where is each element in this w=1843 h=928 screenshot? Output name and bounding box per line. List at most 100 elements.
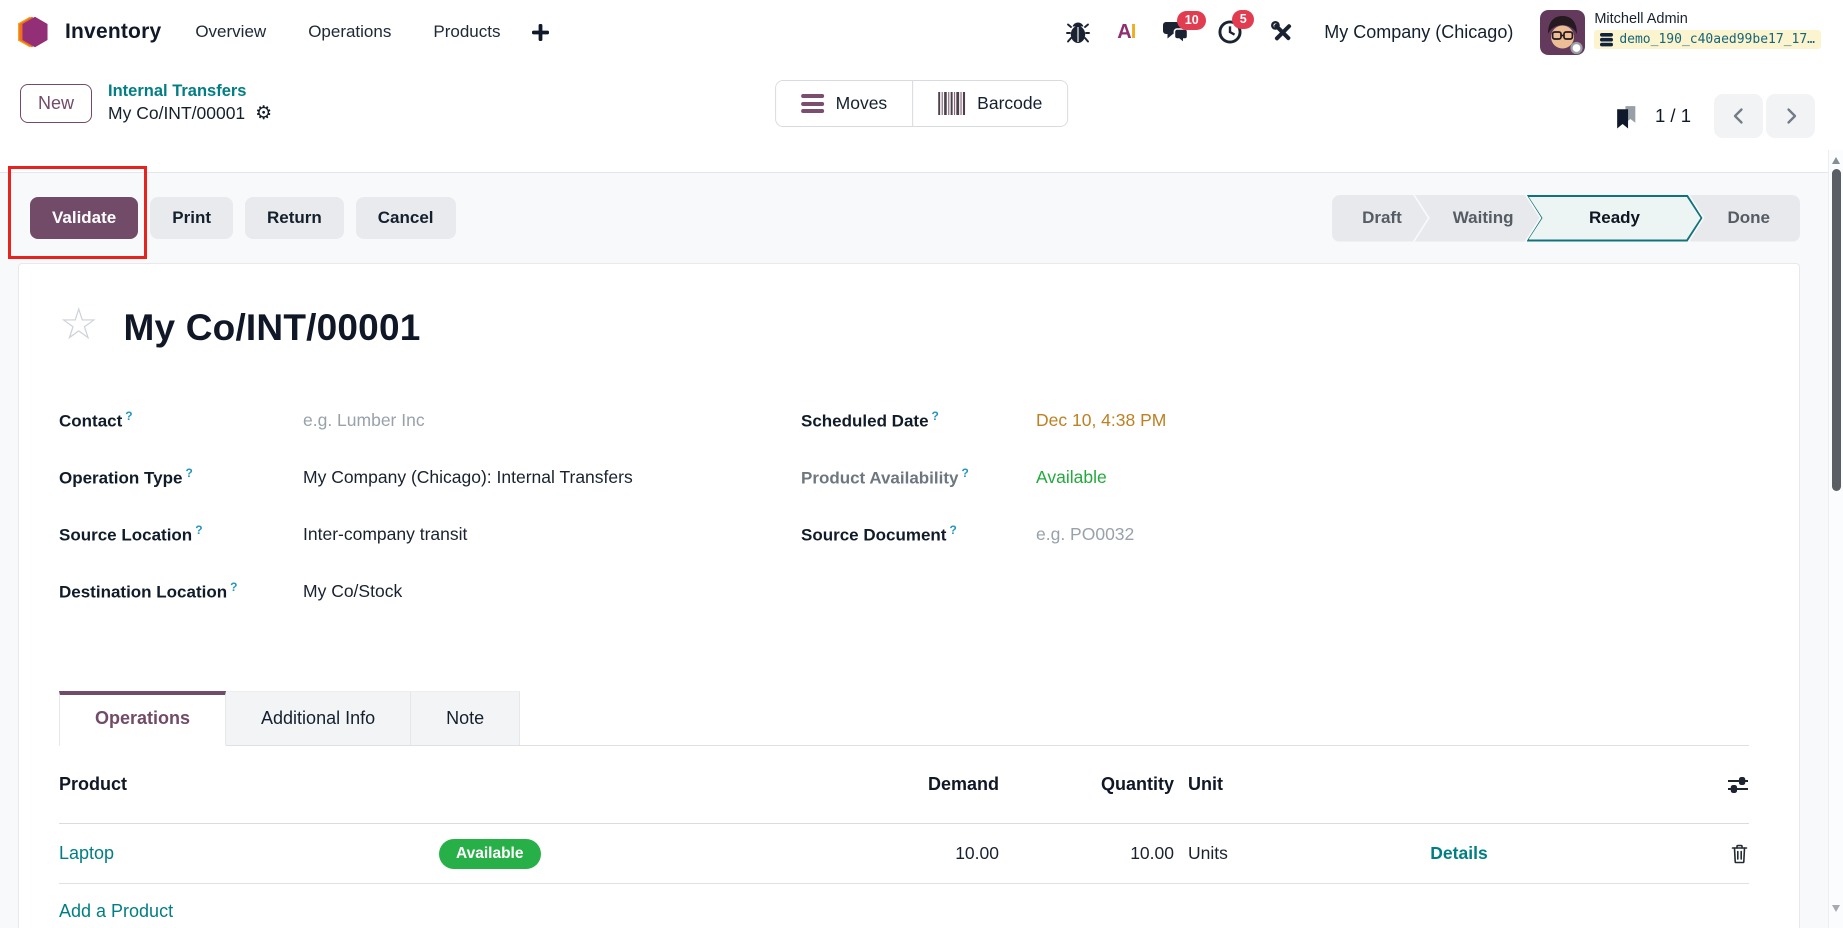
operation-type-input[interactable]: My Company (Chicago): Internal Transfers — [303, 467, 633, 487]
database-badge: demo_190_c40aed99be17_17… — [1594, 30, 1821, 50]
menu-products[interactable]: Products — [433, 22, 501, 41]
tab-note[interactable]: Note — [411, 691, 521, 745]
product-availability-label: Product Availability — [801, 468, 959, 488]
quantity-cell[interactable]: 10.00 — [1130, 843, 1174, 863]
scheduled-date-input[interactable]: Dec 10, 4:38 PM — [1036, 410, 1167, 430]
help-icon: ? — [961, 466, 969, 481]
availability-badge: Available — [439, 838, 541, 869]
pager-next-button[interactable] — [1766, 94, 1815, 138]
pager-previous-button[interactable] — [1714, 94, 1763, 138]
product-availability-value: Available — [1036, 467, 1107, 487]
column-header-quantity[interactable]: Quantity — [1100, 774, 1174, 794]
column-header-demand[interactable]: Demand — [927, 774, 999, 794]
activities-count-badge: 5 — [1232, 10, 1255, 29]
table-header-row: Product Demand Quantity Unit — [59, 746, 1749, 824]
barcode-button[interactable]: Barcode — [912, 81, 1068, 126]
source-document-label: Source Document — [801, 525, 947, 545]
gear-icon[interactable]: ⚙ — [255, 103, 273, 124]
scrollbar-thumb[interactable] — [1832, 169, 1841, 491]
breadcrumb: Internal Transfers My Co/INT/00001 ⚙ — [108, 82, 272, 124]
user-menu[interactable]: Mitchell Admin demo_190_c40aed99be17_17… — [1540, 9, 1821, 55]
view-switcher: Moves — [774, 80, 1069, 127]
optional-columns-icon[interactable] — [1693, 776, 1749, 794]
app-name: Inventory — [65, 20, 162, 43]
scrollbar-up-arrow[interactable] — [1832, 157, 1840, 164]
field-destination-location: Destination Location? My Co/Stock — [59, 563, 801, 620]
return-button[interactable]: Return — [245, 197, 344, 239]
help-icon: ? — [931, 409, 939, 424]
destination-location-label: Destination Location — [59, 582, 228, 602]
pager-value[interactable]: 1 / 1 — [1655, 105, 1691, 126]
help-icon: ? — [125, 409, 133, 424]
navbar-systray: AI 10 5 — [1066, 9, 1821, 55]
status-step-ready[interactable]: Ready — [1527, 195, 1703, 242]
tab-additional-info[interactable]: Additional Info — [226, 691, 412, 745]
demand-cell[interactable]: 10.00 — [955, 843, 999, 863]
barcode-icon — [938, 92, 966, 115]
product-cell[interactable]: Laptop — [59, 843, 115, 863]
control-panel: New Internal Transfers My Co/INT/00001 ⚙… — [0, 64, 1843, 172]
notebook-tabs: Operations Additional Info Note — [59, 691, 1749, 746]
record-title: My Co/INT/00001 — [123, 307, 421, 348]
help-icon: ? — [195, 523, 203, 538]
messages-icon[interactable]: 10 — [1162, 10, 1207, 45]
source-location-label: Source Location — [59, 525, 193, 545]
tools-icon[interactable] — [1270, 20, 1295, 45]
messages-count-badge: 10 — [1177, 10, 1207, 30]
contact-input[interactable]: e.g. Lumber Inc — [303, 410, 425, 430]
ai-icon[interactable]: AI — [1117, 20, 1136, 43]
operation-type-label: Operation Type — [59, 468, 183, 488]
favorite-star-icon[interactable]: ☆ — [59, 299, 99, 349]
database-icon — [1600, 32, 1614, 47]
source-location-input[interactable]: Inter-company transit — [303, 524, 468, 544]
column-header-product[interactable]: Product — [59, 774, 128, 794]
bookmark-icon[interactable] — [1613, 103, 1640, 130]
contact-label: Contact — [59, 411, 123, 431]
status-action-bar: Validate Print Return Cancel Draft Waiti… — [0, 172, 1843, 263]
field-operation-type: Operation Type? My Company (Chicago): In… — [59, 449, 801, 506]
status-step-waiting[interactable]: Waiting — [1415, 195, 1540, 242]
menu-operations[interactable]: Operations — [308, 22, 392, 41]
activities-clock-icon[interactable]: 5 — [1217, 10, 1255, 45]
status-step-done[interactable]: Done — [1689, 194, 1800, 242]
help-icon: ? — [230, 580, 238, 595]
user-avatar[interactable] — [1540, 9, 1586, 55]
debug-bug-icon[interactable] — [1066, 19, 1091, 45]
new-button[interactable]: New — [20, 83, 93, 123]
company-switcher[interactable]: My Company (Chicago) — [1324, 21, 1514, 42]
add-a-product-link[interactable]: Add a Product — [59, 900, 174, 921]
source-document-input[interactable]: e.g. PO0032 — [1036, 524, 1135, 544]
breadcrumb-parent-link[interactable]: Internal Transfers — [108, 82, 247, 100]
table-row: Laptop Available 10.00 10.00 Units Detai… — [59, 824, 1749, 884]
field-contact: Contact? e.g. Lumber Inc — [59, 392, 801, 449]
user-name: Mitchell Admin — [1594, 10, 1688, 27]
tab-operations[interactable]: Operations — [59, 691, 227, 746]
field-scheduled-date: Scheduled Date? Dec 10, 4:38 PM — [801, 392, 1749, 449]
validate-button[interactable]: Validate — [30, 197, 139, 239]
menu-overview[interactable]: Overview — [195, 22, 267, 41]
operations-table: Product Demand Quantity Unit — [59, 746, 1749, 928]
chevron-left-icon — [1733, 108, 1743, 124]
print-button[interactable]: Print — [150, 197, 233, 239]
sheet-background: ☆ My Co/INT/00001 Contact? e.g. Lumber I… — [0, 263, 1843, 928]
vertical-scrollbar — [1828, 150, 1843, 928]
unit-cell: Units — [1188, 843, 1228, 863]
details-button[interactable]: Details — [1430, 843, 1488, 863]
app-brand[interactable]: Inventory — [18, 15, 161, 49]
plus-icon[interactable] — [532, 23, 550, 41]
top-navbar: Inventory Overview Operations Products — [0, 0, 1843, 64]
scrollbar-down-arrow[interactable] — [1832, 905, 1840, 912]
column-header-unit[interactable]: Unit — [1188, 774, 1223, 794]
field-source-document: Source Document? e.g. PO0032 — [801, 506, 1749, 563]
destination-location-input[interactable]: My Co/Stock — [303, 581, 403, 601]
help-icon: ? — [185, 466, 193, 481]
status-pipeline: Draft Waiting Ready Done — [1332, 194, 1800, 242]
field-product-availability: Product Availability? Available — [801, 449, 1749, 506]
delete-row-trash-icon[interactable] — [1693, 843, 1749, 864]
inventory-app-icon[interactable] — [18, 15, 52, 49]
moves-button[interactable]: Moves — [775, 81, 913, 126]
cancel-button[interactable]: Cancel — [355, 197, 456, 239]
database-name: demo_190_c40aed99be17_17… — [1619, 32, 1815, 48]
status-step-draft[interactable]: Draft — [1332, 195, 1428, 242]
